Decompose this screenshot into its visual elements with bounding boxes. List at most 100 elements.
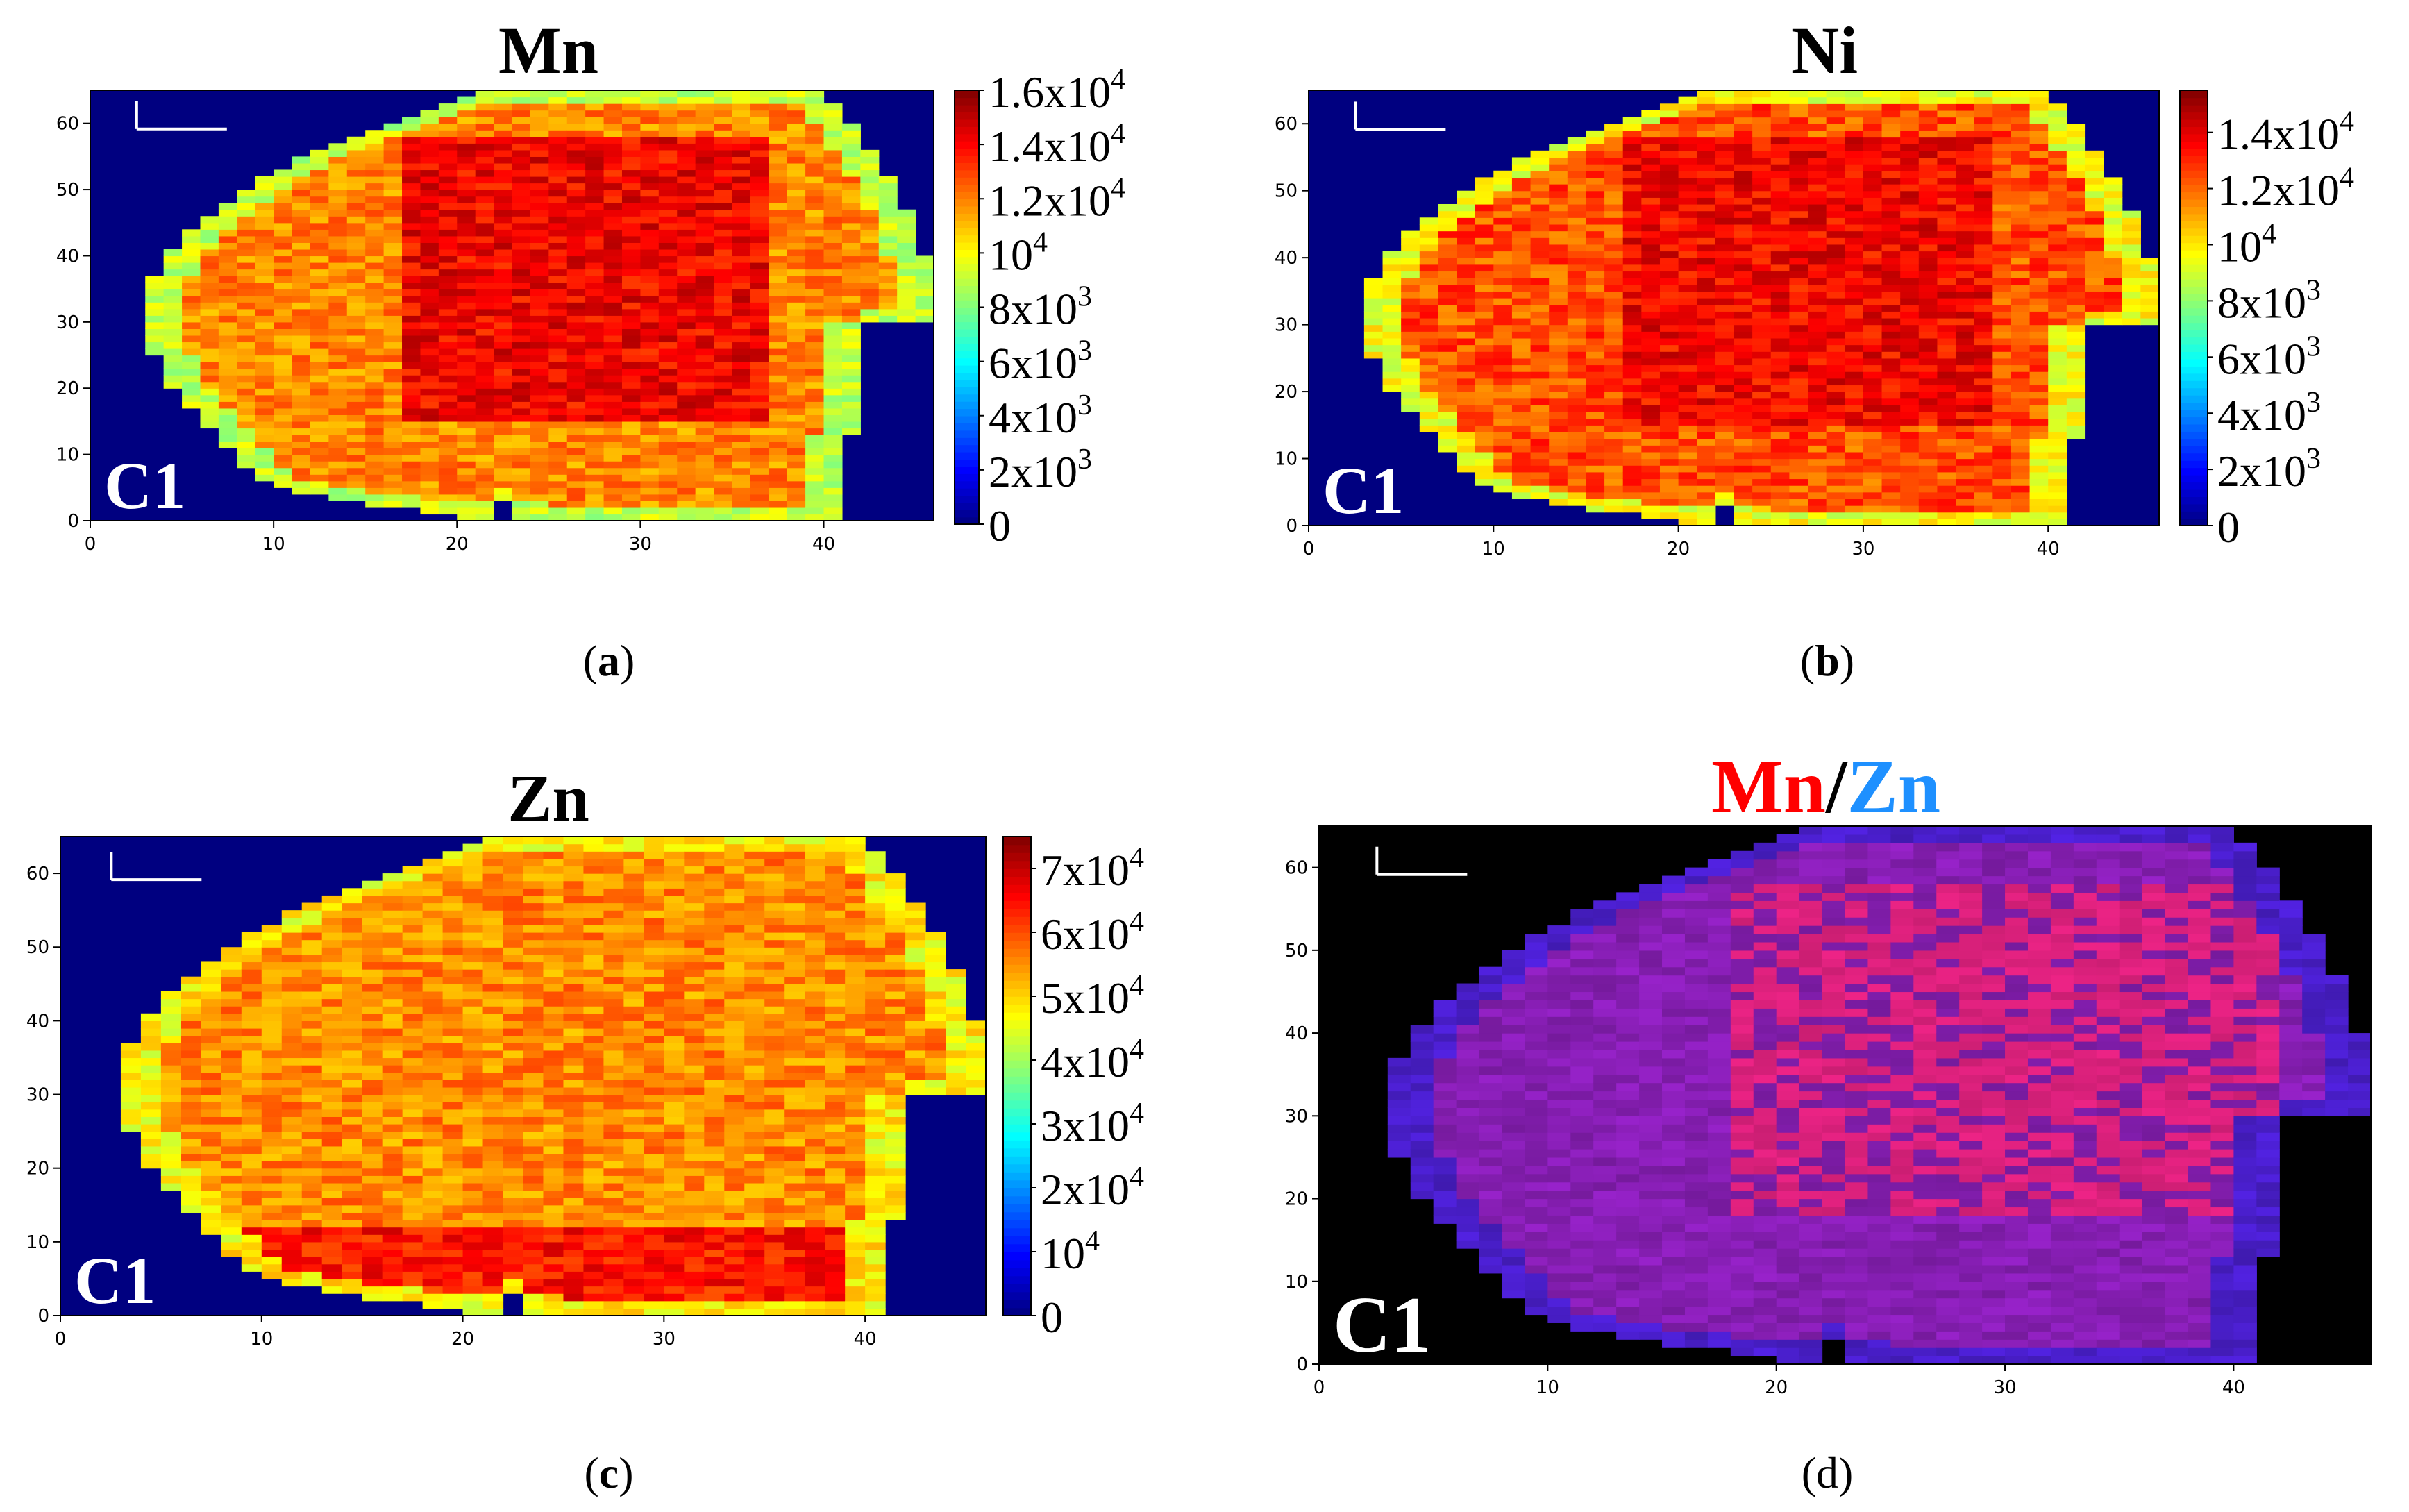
heatmap-cell (585, 421, 605, 429)
heatmap-cell (402, 454, 421, 462)
heatmap-cell (218, 342, 237, 349)
colorbar-segment (955, 387, 979, 395)
heatmap-cell (328, 235, 348, 243)
heatmap-cell (585, 328, 605, 336)
heatmap-cell (475, 149, 494, 157)
heatmap-cell (310, 289, 329, 296)
heatmap-cell (769, 480, 788, 488)
heatmap-cell (438, 229, 458, 237)
heatmap-cell (457, 269, 476, 276)
heatmap-cell (512, 328, 531, 336)
heatmap-cell (823, 335, 843, 343)
heatmap-cell (566, 461, 586, 469)
heatmap-cell (915, 295, 934, 303)
heatmap-cell (750, 295, 769, 303)
heatmap-cell (732, 375, 751, 383)
heatmap-cell (438, 321, 458, 329)
heatmap-cell (530, 408, 549, 415)
heatmap-cell (621, 454, 641, 462)
heatmap-cell (200, 276, 219, 283)
heatmap-cell (1382, 344, 1402, 352)
heatmap-cell (475, 90, 494, 98)
heatmap-cell (714, 255, 733, 263)
heatmap-cell (310, 196, 329, 203)
heatmap-cell (658, 295, 678, 303)
heatmap-cell (1401, 298, 1420, 305)
heatmap-cell (566, 143, 586, 151)
heatmap-cell (402, 501, 421, 508)
heatmap-cell (548, 242, 568, 250)
heatmap-cell (438, 262, 458, 270)
heatmap-cell (420, 428, 439, 435)
heatmap-cell (732, 335, 751, 343)
colorbar-segment (955, 104, 979, 113)
heatmap-cell (274, 235, 293, 243)
heatmap-cell (420, 328, 439, 336)
colorbar-segment (955, 278, 979, 287)
heatmap-cell (310, 448, 329, 455)
heatmap-cell (530, 242, 549, 250)
heatmap-cell (787, 276, 806, 283)
heatmap-cell (548, 117, 568, 124)
heatmap-cell (787, 454, 806, 462)
heatmap-cell (823, 176, 843, 184)
heatmap-cell (475, 342, 494, 349)
heatmap-cell (255, 342, 274, 349)
heatmap-cell (823, 461, 843, 469)
heatmap-cell (200, 315, 219, 323)
heatmap-cell (438, 328, 458, 336)
heatmap-cell (457, 123, 476, 131)
colorbar-segment (955, 516, 979, 525)
heatmap-cell (658, 117, 678, 124)
heatmap-cell (805, 487, 825, 495)
heatmap-cell (677, 321, 696, 329)
heatmap-cell (346, 401, 366, 409)
heatmap-cell (769, 249, 788, 257)
heatmap-cell (732, 269, 751, 276)
heatmap-cell (512, 381, 531, 389)
heatmap-cell (512, 276, 531, 283)
heatmap-cell (1419, 298, 1439, 305)
heatmap-cell (732, 203, 751, 210)
heatmap-cell (457, 467, 476, 475)
heatmap-cell (512, 315, 531, 323)
heatmap-cell (530, 149, 549, 157)
heatmap-cell (420, 467, 439, 475)
heatmap-cell (494, 494, 513, 501)
heatmap-cell (182, 328, 201, 336)
heatmap-cell (677, 229, 696, 237)
heatmap-cell (805, 289, 825, 296)
heatmap-cell (457, 342, 476, 349)
heatmap-cell (402, 435, 421, 442)
colorbar-label-exponent: 4 (1033, 226, 1048, 258)
heatmap-cell (658, 222, 678, 230)
heatmap-cell (878, 222, 898, 230)
heatmap-cell (750, 421, 769, 429)
heatmap-cell (677, 355, 696, 362)
heatmap-cell (769, 229, 788, 237)
heatmap-cell (548, 308, 568, 316)
heatmap-cell (823, 183, 843, 190)
heatmap-cell (494, 435, 513, 442)
heatmap-cell (530, 302, 549, 310)
heatmap-cell (1419, 418, 1439, 426)
heatmap-cell (328, 262, 348, 270)
heatmap-cell (621, 255, 641, 263)
heatmap-cell (714, 480, 733, 488)
heatmap-cell (475, 428, 494, 435)
heatmap-cell (585, 461, 605, 469)
heatmap-cell (750, 448, 769, 455)
heatmap-cell (145, 348, 165, 356)
heatmap-cell (274, 342, 293, 349)
heatmap-cell (841, 123, 861, 131)
heatmap-cell (420, 149, 439, 157)
heatmap-cell (769, 441, 788, 448)
heatmap-cell (548, 487, 568, 495)
heatmap-cell (732, 514, 751, 521)
heatmap-cell (640, 315, 660, 323)
heatmap-cell (548, 408, 568, 415)
heatmap-cell (787, 335, 806, 343)
heatmap-cell (823, 414, 843, 422)
heatmap-cell (163, 321, 183, 329)
heatmap-cell (512, 454, 531, 462)
